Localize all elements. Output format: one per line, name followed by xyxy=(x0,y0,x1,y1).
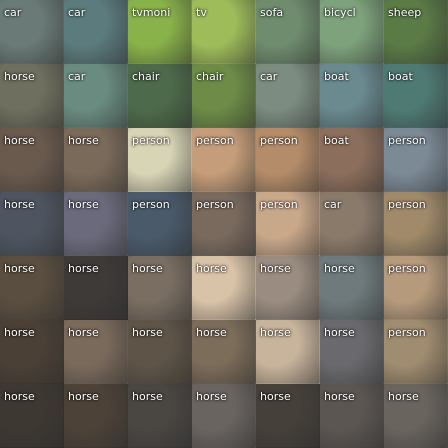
cell-label: person xyxy=(388,134,426,147)
grid-cell: chair xyxy=(192,64,256,128)
grid-cell: horse xyxy=(0,320,64,384)
cell-label: horse xyxy=(324,262,355,275)
grid-cell: car xyxy=(0,0,64,64)
grid-cell: horse xyxy=(192,320,256,384)
cell-label: car xyxy=(68,6,86,19)
grid-cell: horse xyxy=(0,256,64,320)
cell-label: horse xyxy=(4,70,35,83)
cell-label: person xyxy=(260,134,298,147)
grid-cell: horse xyxy=(128,320,192,384)
cell-label: horse xyxy=(68,198,99,211)
grid-cell: horse xyxy=(64,256,128,320)
cell-label: car xyxy=(324,198,342,211)
grid-cell: horse xyxy=(320,320,384,384)
grid-cell: horse xyxy=(64,128,128,192)
cell-label: horse xyxy=(388,390,419,403)
grid-cell: person xyxy=(256,128,320,192)
grid-cell: person xyxy=(384,320,448,384)
grid-cell: horse xyxy=(192,256,256,320)
grid-cell: chair xyxy=(128,64,192,128)
grid-cell: horse xyxy=(128,256,192,320)
grid-cell: car xyxy=(64,64,128,128)
cell-label: horse xyxy=(196,390,227,403)
cell-label: boat xyxy=(324,134,349,147)
grid-cell: boat xyxy=(384,64,448,128)
grid-cell: horse xyxy=(0,384,64,448)
cell-label: horse xyxy=(4,326,35,339)
grid-cell: tvmoni xyxy=(128,0,192,64)
grid-cell: person xyxy=(128,192,192,256)
cell-label: car xyxy=(4,6,22,19)
cell-label: tvmoni xyxy=(132,6,171,19)
cell-label: horse xyxy=(196,262,227,275)
cell-label: chair xyxy=(132,70,160,83)
cell-label: horse xyxy=(68,390,99,403)
grid-cell: horse xyxy=(64,192,128,256)
grid-cell: horse xyxy=(128,384,192,448)
cell-label: horse xyxy=(324,390,355,403)
cell-label: horse xyxy=(4,390,35,403)
cell-label: horse xyxy=(68,326,99,339)
cell-label: person xyxy=(132,134,170,147)
cell-label: horse xyxy=(68,134,99,147)
cell-label: boat xyxy=(324,70,349,83)
grid-cell: sofa xyxy=(256,0,320,64)
grid-cell: person xyxy=(384,256,448,320)
grid-cell: tv xyxy=(192,0,256,64)
grid-cell: horse xyxy=(0,64,64,128)
cell-label: horse xyxy=(260,326,291,339)
cell-label: horse xyxy=(132,262,163,275)
cell-label: person xyxy=(260,198,298,211)
cell-label: chair xyxy=(196,70,224,83)
grid-cell: person xyxy=(384,192,448,256)
grid-cell: person xyxy=(128,128,192,192)
grid-cell: boat xyxy=(320,128,384,192)
grid-cell: car xyxy=(64,0,128,64)
cell-label: tv xyxy=(196,6,207,19)
grid-cell: car xyxy=(320,192,384,256)
cell-label: person xyxy=(388,262,426,275)
cell-label: horse xyxy=(68,262,99,275)
grid-cell: boat xyxy=(320,64,384,128)
grid-cell: bicycl xyxy=(320,0,384,64)
grid-cell: sheep xyxy=(384,0,448,64)
cell-label: person xyxy=(388,198,426,211)
cell-label: person xyxy=(196,198,234,211)
cell-label: sheep xyxy=(388,6,422,19)
cell-label: horse xyxy=(4,262,35,275)
grid-cell: horse xyxy=(0,192,64,256)
cell-label: person xyxy=(196,134,234,147)
grid-cell: horse xyxy=(64,384,128,448)
grid-cell: horse xyxy=(192,384,256,448)
cell-label: person xyxy=(132,198,170,211)
grid-cell: person xyxy=(256,192,320,256)
cell-label: horse xyxy=(324,326,355,339)
grid-cell: car xyxy=(256,64,320,128)
cell-label: boat xyxy=(388,70,413,83)
cell-label: car xyxy=(68,70,86,83)
grid-cell: horse xyxy=(0,128,64,192)
cell-label: horse xyxy=(4,198,35,211)
grid-cell: horse xyxy=(320,384,384,448)
grid-cell: person xyxy=(192,192,256,256)
grid-cell: horse xyxy=(256,384,320,448)
cell-label: horse xyxy=(132,390,163,403)
grid-cell: person xyxy=(192,128,256,192)
grid-cell: horse xyxy=(256,256,320,320)
grid-cell: horse xyxy=(64,320,128,384)
cell-label: horse xyxy=(260,390,291,403)
cell-label: horse xyxy=(260,262,291,275)
grid-cell: horse xyxy=(320,256,384,320)
grid-cell: person xyxy=(384,128,448,192)
grid-cell: horse xyxy=(384,384,448,448)
cell-label: horse xyxy=(196,326,227,339)
cell-label: horse xyxy=(132,326,163,339)
cell-label: sofa xyxy=(260,6,284,19)
cell-label: bicycl xyxy=(324,6,356,19)
cell-label: horse xyxy=(4,134,35,147)
grid-cell: horse xyxy=(256,320,320,384)
cell-label: car xyxy=(260,70,278,83)
cell-label: person xyxy=(388,326,426,339)
